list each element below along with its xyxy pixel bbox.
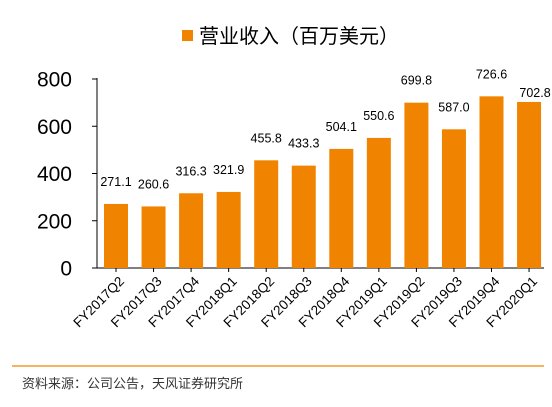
data-label: 260.6 xyxy=(138,177,169,191)
data-label: 550.6 xyxy=(363,109,394,123)
bar xyxy=(104,203,128,268)
bar xyxy=(291,165,316,268)
legend-label: 营业收入（百万美元） xyxy=(199,24,399,48)
y-tick-label: 200 xyxy=(37,210,72,233)
data-label: 726.6 xyxy=(476,67,507,81)
y-tick-label: 0 xyxy=(60,258,72,281)
legend: 营业收入（百万美元） xyxy=(182,24,399,48)
data-label: 316.3 xyxy=(175,164,206,178)
data-label: 321.9 xyxy=(213,163,244,177)
bar xyxy=(254,160,279,268)
bar xyxy=(404,102,429,269)
y-tick-label: 800 xyxy=(37,69,72,92)
bar xyxy=(329,148,354,268)
bar xyxy=(179,193,204,268)
data-label: 433.3 xyxy=(288,137,319,151)
bar xyxy=(479,96,504,268)
y-tick-label: 400 xyxy=(37,163,72,186)
y-tick-label: 600 xyxy=(37,116,72,139)
data-label: 455.8 xyxy=(251,131,282,145)
data-labels: 271.1 260.6 316.3 321.9 455.8 433.3 504.1 550.6… xyxy=(100,67,550,191)
bars xyxy=(104,96,542,269)
data-label: 504.1 xyxy=(326,120,357,134)
y-axis-ticks: 0 200 400 600 800 xyxy=(37,69,97,281)
data-label: 702.8 xyxy=(519,86,550,100)
source-note: 资料来源：公司公告，天风证券研究所 xyxy=(22,376,243,392)
bar xyxy=(517,101,542,268)
bar xyxy=(366,137,391,268)
data-label: 271.1 xyxy=(100,175,131,189)
bar xyxy=(441,129,466,268)
bar xyxy=(216,191,241,268)
bar xyxy=(141,206,166,268)
data-label: 587.0 xyxy=(438,100,469,114)
x-axis-category-labels: FY2017Q2FY2017Q3FY2017Q4FY2018Q1FY2018Q2… xyxy=(70,268,540,330)
legend-swatch xyxy=(182,30,193,41)
data-label: 699.8 xyxy=(401,74,432,88)
